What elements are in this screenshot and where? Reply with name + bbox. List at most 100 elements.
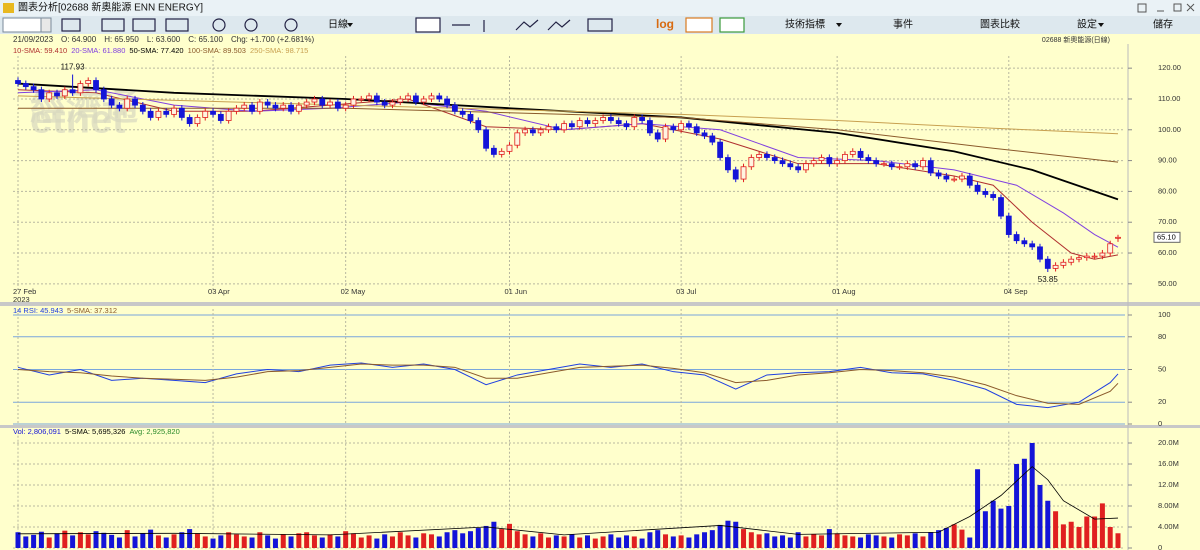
info-item: L: 63.600 <box>147 35 181 44</box>
candle-body <box>935 172 942 177</box>
x-tick-label: 03 Apr <box>208 287 230 296</box>
fib-button[interactable] <box>685 17 713 33</box>
volume-bar <box>70 535 76 548</box>
indicator-line <box>17 89 1119 248</box>
legend-entry: 5-SMA: 37.312 <box>67 306 117 315</box>
x-tick-label: 01 Jun <box>504 287 527 296</box>
volume-bar <box>951 524 957 548</box>
volume-bar <box>967 537 973 548</box>
candle-body <box>810 160 817 165</box>
icon-button[interactable] <box>165 18 189 32</box>
candle-body <box>1052 264 1059 269</box>
candle-body <box>1013 234 1020 242</box>
candle-body <box>654 132 661 140</box>
y-tick-label: 80.00 <box>1158 186 1177 195</box>
candle-body <box>69 89 76 94</box>
y-tick-label: 90.00 <box>1158 156 1177 165</box>
low-label: 53.85 <box>1038 275 1059 284</box>
candle-body <box>61 89 68 97</box>
dropdown-arrow <box>347 23 353 27</box>
candle-body <box>1021 240 1028 245</box>
candle-body <box>693 126 700 134</box>
candle-body <box>459 110 466 115</box>
volume-bar <box>421 533 427 548</box>
period-selector[interactable]: 日線 <box>328 18 348 31</box>
volume-bar <box>319 537 325 548</box>
candle-body <box>779 160 786 165</box>
menu-save[interactable]: 儲存 <box>1153 18 1173 31</box>
volume-bar <box>865 534 871 548</box>
candle-body <box>210 110 216 115</box>
volume-bar <box>990 500 996 548</box>
x-tick-label: 04 Sep <box>1004 287 1028 296</box>
candle-body <box>639 117 646 121</box>
dropdown-arrow <box>1098 23 1104 27</box>
zoom-in[interactable] <box>212 18 226 32</box>
symbol-input[interactable] <box>2 17 42 33</box>
candle-body <box>764 154 770 158</box>
icon-button[interactable] <box>132 18 156 32</box>
restore-button[interactable] <box>1173 3 1182 12</box>
volume-bar <box>998 508 1004 548</box>
symbol-label: 02688 新奧能源(日線) <box>1042 35 1110 44</box>
volume-bar <box>686 537 692 548</box>
candle-body <box>225 110 232 121</box>
candle-body <box>857 150 864 158</box>
help-button[interactable] <box>1137 3 1147 13</box>
close-button[interactable] <box>1186 3 1195 12</box>
candle-body <box>124 98 131 109</box>
volume-bar <box>592 538 598 548</box>
toolbar-icons <box>61 17 745 33</box>
dropdown-arrow <box>836 23 842 27</box>
input-dropdown[interactable] <box>40 17 52 33</box>
menu-indicators[interactable]: 技術指標 <box>785 18 825 31</box>
volume-bar <box>436 536 442 548</box>
candle-body <box>233 107 240 112</box>
clock-button[interactable] <box>284 18 298 32</box>
candle-body <box>771 157 778 161</box>
y-tick-label: 50 <box>1158 364 1166 373</box>
menu-compare[interactable]: 圖表比較 <box>980 18 1020 31</box>
candle-body <box>405 95 411 100</box>
candle-body <box>108 98 115 106</box>
candle-body <box>280 104 287 109</box>
volume-bar <box>1006 506 1012 548</box>
volume-bar <box>483 525 489 548</box>
table-button[interactable] <box>587 18 613 32</box>
menu-events[interactable]: 事件 <box>893 18 913 31</box>
volume-bar <box>202 536 208 548</box>
chart-type-buttons[interactable] <box>452 19 571 32</box>
volume-bar <box>265 535 271 548</box>
x-tick-label: 01 Aug <box>832 287 855 296</box>
candle-button[interactable] <box>415 17 441 33</box>
legend-entry: 50-SMA: 77.420 <box>129 46 183 55</box>
candle-body <box>701 132 708 137</box>
candle-body <box>1076 257 1082 260</box>
volume-bar <box>709 530 715 548</box>
menu-settings[interactable]: 設定 <box>1077 18 1097 31</box>
log-button[interactable]: log <box>656 17 674 31</box>
y-tick-label: 100 <box>1158 310 1171 319</box>
candle-body <box>85 80 92 84</box>
candle-body <box>725 157 731 171</box>
volume-bar <box>1014 464 1020 548</box>
candle-body <box>1044 258 1051 269</box>
icon-button[interactable] <box>101 18 125 32</box>
candle-body <box>1060 261 1067 266</box>
news-button[interactable] <box>719 17 745 33</box>
candle-body <box>1005 215 1012 235</box>
volume-bar <box>1021 458 1027 548</box>
volume-bar <box>124 530 130 548</box>
candle-body <box>896 166 903 169</box>
volume-bar <box>389 536 395 548</box>
indicator-line <box>17 362 1119 409</box>
candle-body <box>966 175 973 186</box>
y-tick-label: 60.00 <box>1158 248 1177 257</box>
zoom-out[interactable] <box>244 18 258 32</box>
icon-button[interactable] <box>61 18 81 32</box>
candle-body <box>974 184 981 192</box>
volume-bar <box>694 534 700 548</box>
volume-bar <box>397 532 403 548</box>
candle-body <box>350 98 357 106</box>
